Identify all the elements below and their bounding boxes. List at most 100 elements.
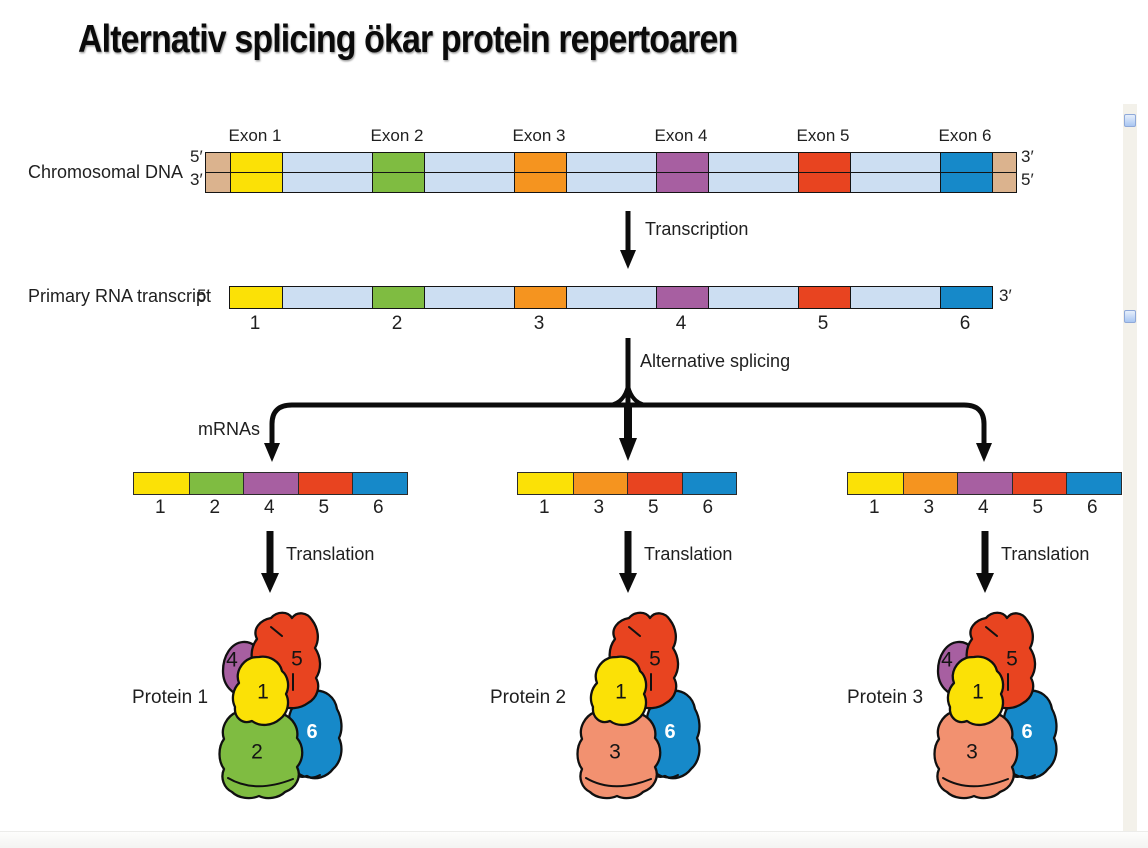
mrna-exon-segment — [902, 473, 957, 494]
protein-subunit-number: 1 — [615, 681, 627, 704]
dna-exon-segment — [514, 173, 566, 192]
dna-exon-segment — [798, 153, 850, 172]
dna-cap-segment — [206, 153, 230, 172]
translation-arrow-2 — [619, 531, 637, 593]
dna-exon-segment — [372, 153, 424, 172]
protein-subunit — [589, 655, 648, 727]
protein-crease — [985, 626, 998, 637]
protein-crease — [270, 626, 283, 637]
protein-subunit-number: 3 — [609, 741, 621, 764]
rna-exon-segment — [230, 287, 282, 308]
mrna-exon-number: 1 — [154, 497, 166, 518]
mrna-exon-segment — [627, 473, 682, 494]
mrna-exon-segment — [297, 473, 352, 494]
primary-rna-label: Primary RNA transcript — [28, 286, 212, 306]
rna-exon-segment — [372, 287, 424, 308]
dna-exon-segment — [230, 153, 282, 172]
dna-intron-segment — [708, 153, 798, 172]
dna-cap-segment — [206, 173, 230, 192]
center-branch-arrowhead — [619, 438, 637, 461]
rna-exon-number: 2 — [391, 313, 403, 334]
mrna-exon-number: 5 — [647, 497, 659, 518]
protein-subunit-number: 5 — [291, 648, 303, 671]
exon-label: Exon 3 — [512, 126, 566, 145]
mrna-exon-segment — [1011, 473, 1066, 494]
mrna-exon-segment — [572, 473, 627, 494]
protein-subunit-number: 5 — [649, 648, 661, 671]
protein-subunit-number: 6 — [664, 721, 675, 743]
mrna-exon-segment — [243, 473, 298, 494]
protein-subunit-number: 1 — [972, 681, 984, 704]
mrna-strand — [518, 473, 736, 494]
rna-intron-segment — [282, 287, 372, 308]
dna-exon-segment — [940, 153, 992, 172]
rna-exon-number: 1 — [249, 313, 261, 334]
dna-intron-segment — [282, 153, 372, 172]
dna-left-5prime-label: 5′ — [190, 147, 203, 166]
exon-label: Exon 5 — [796, 126, 850, 145]
mrnas-label: mRNAs — [198, 419, 260, 439]
protein-crease — [655, 772, 679, 779]
annotation-marker-icon[interactable] — [1124, 114, 1136, 127]
protein-crease — [227, 777, 294, 788]
protein-3: 4 6 5 3 1 — [933, 611, 1058, 800]
protein-subunit-number: 5 — [1006, 648, 1018, 671]
rna-intron-segment — [566, 287, 656, 308]
protein-subunit — [946, 655, 1005, 727]
alternative-splicing-arrows — [264, 338, 992, 462]
protein-subunit — [964, 611, 1037, 710]
rna-strand — [230, 287, 992, 308]
dna-intron-segment — [424, 173, 514, 192]
primary-rna-bar — [229, 286, 993, 309]
mrna-exon-number: 2 — [209, 497, 221, 518]
dna-intron-segment — [850, 153, 940, 172]
protein-subunit-number: 2 — [251, 741, 263, 764]
mrna-exon-segment — [681, 473, 736, 494]
rna-exon-segment — [514, 287, 566, 308]
dna-intron-segment — [566, 153, 656, 172]
mrna-bar-3 — [847, 472, 1122, 495]
mrna-exon-segment — [848, 473, 903, 494]
rna-left-5prime-label: 5′ — [197, 286, 210, 305]
protein-label: Protein 1 — [132, 687, 209, 708]
mrna-exon-segment — [1066, 473, 1121, 494]
protein-subunit-number: 6 — [306, 721, 317, 743]
dna-intron-segment — [566, 173, 656, 192]
protein-label: Protein 3 — [847, 687, 924, 708]
translation-arrow-1 — [261, 531, 279, 593]
annotation-marker-icon[interactable] — [1124, 310, 1136, 323]
dna-exon-segment — [230, 173, 282, 192]
dna-right-5prime-label: 5′ — [1021, 170, 1034, 189]
rna-exon-number: 5 — [817, 313, 829, 334]
slide-bottom-edge — [0, 831, 1148, 848]
mrna-bar-1 — [133, 472, 408, 495]
mrna-strand — [134, 473, 407, 494]
protein-crease — [628, 626, 641, 637]
protein-subunit-number: 3 — [966, 741, 978, 764]
exon-label: Exon 6 — [938, 126, 992, 145]
protein-2: 6 5 3 1 — [576, 611, 701, 800]
protein-subunit — [221, 640, 265, 696]
protein-subunit — [933, 703, 1019, 800]
annotation-strip — [1123, 104, 1137, 848]
mrna-exon-number: 6 — [372, 497, 384, 518]
dna-intron-segment — [708, 173, 798, 192]
dna-cap-segment — [992, 153, 1016, 172]
protein-crease — [1012, 772, 1036, 779]
mrna-strand — [848, 473, 1121, 494]
exon-label: Exon 4 — [654, 126, 708, 145]
mrna-exon-number: 6 — [702, 497, 714, 518]
rna-intron-segment — [424, 287, 514, 308]
dna-exon-segment — [656, 173, 708, 192]
slide-title: Alternativ splicing ökar protein reperto… — [78, 18, 738, 61]
dna-intron-segment — [424, 153, 514, 172]
mrna-exon-number: 4 — [263, 497, 275, 518]
protein-subunit — [231, 655, 290, 727]
protein-1: 4 6 5 2 1 — [218, 611, 343, 800]
protein-subunit — [644, 689, 701, 780]
dna-exon-segment — [940, 173, 992, 192]
protein-subunit — [1001, 689, 1058, 780]
dna-left-3prime-label: 3′ — [190, 170, 203, 189]
protein-subunit-number: 4 — [941, 649, 953, 672]
